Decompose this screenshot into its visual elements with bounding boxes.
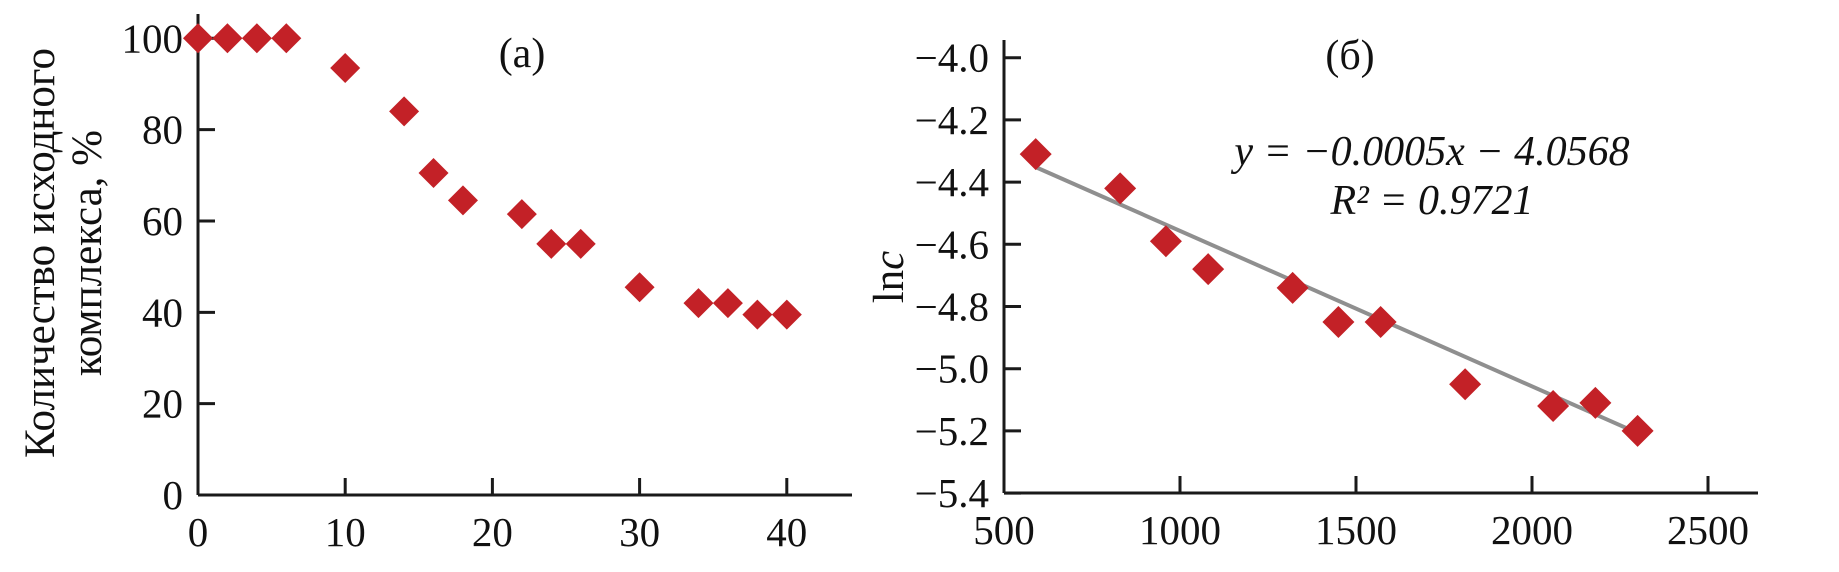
panel-b-plot: 500 1000 1500 2000 2500 −4.0 −4.2 −4.4 −4.6 −4.8 −… <box>915 35 1758 553</box>
y-tick-label: 40 <box>142 289 183 335</box>
panel-a-ylabel-line1: Количество исходного <box>17 48 64 458</box>
y-tick-label: −4.0 <box>915 35 989 81</box>
data-point <box>683 288 714 319</box>
data-point <box>1149 225 1182 258</box>
x-tick-label: 40 <box>766 509 807 555</box>
y-tick-label: −4.2 <box>915 97 989 143</box>
data-point <box>183 23 213 54</box>
data-point <box>565 228 596 259</box>
y-tick-label: 20 <box>142 381 183 427</box>
data-point <box>1621 414 1654 447</box>
data-point <box>771 299 802 330</box>
x-tick-label: 20 <box>472 509 513 555</box>
data-point <box>1537 390 1570 423</box>
data-point <box>330 52 361 83</box>
y-tick-label: 80 <box>142 107 183 153</box>
y-tick-label: −4.6 <box>915 221 989 267</box>
x-tick-label: 1000 <box>1139 507 1221 553</box>
panel-a-plot: 0 10 20 30 40 0 20 40 60 80 100 <box>122 14 852 555</box>
x-tick-label: 2500 <box>1667 507 1749 553</box>
panel-b-fit-equation: y = −0.0005x − 4.0568 <box>1230 129 1629 175</box>
data-point <box>1449 368 1482 401</box>
panel-b-r-squared: R² = 0.9721 <box>1329 178 1533 224</box>
panel-a-title: (а) <box>499 31 546 77</box>
trend-line <box>1034 165 1642 437</box>
y-tick-label: −5.2 <box>915 408 989 454</box>
data-point <box>271 23 302 54</box>
data-point <box>536 228 567 259</box>
data-point <box>1364 306 1397 339</box>
y-tick-label: 0 <box>163 472 184 518</box>
data-point <box>506 199 537 230</box>
x-tick-label: 2000 <box>1491 507 1573 553</box>
data-point <box>1579 386 1612 419</box>
y-tick-label: −5.0 <box>915 346 989 392</box>
data-point <box>212 23 243 54</box>
panel-b-title: (б) <box>1325 33 1374 79</box>
panel-b-ylabel: lnc <box>866 251 913 304</box>
data-point <box>1322 306 1355 339</box>
x-tick-label: 30 <box>619 509 660 555</box>
data-point <box>1019 138 1052 171</box>
x-tick-label: 0 <box>188 509 209 555</box>
y-tick-label: −5.4 <box>915 470 989 516</box>
y-tick-label: −4.8 <box>915 284 989 330</box>
x-tick-label: 500 <box>973 507 1035 553</box>
y-tick-label: 100 <box>122 15 184 61</box>
panel-a-ylabel-line2: комплекса, % <box>64 130 111 376</box>
data-point <box>624 272 655 303</box>
data-point <box>1192 253 1225 286</box>
y-tick-label: −4.4 <box>915 159 989 205</box>
data-point <box>712 288 743 319</box>
data-point <box>389 96 420 127</box>
y-tick-label: 60 <box>142 198 183 244</box>
data-point <box>447 185 478 216</box>
data-point <box>418 158 449 189</box>
data-point <box>1104 172 1137 205</box>
x-tick-label: 10 <box>325 509 366 555</box>
data-point <box>742 299 773 330</box>
data-point <box>1276 271 1309 304</box>
data-point <box>241 23 272 54</box>
x-tick-label: 1500 <box>1315 507 1397 553</box>
